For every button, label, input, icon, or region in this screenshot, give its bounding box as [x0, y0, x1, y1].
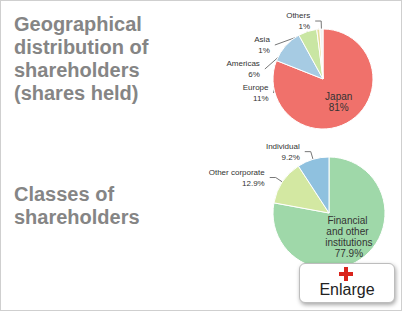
- svg-text:1%: 1%: [299, 22, 311, 31]
- svg-text:Geographical: Geographical: [14, 13, 147, 35]
- svg-text:Classes of: Classes of: [14, 183, 120, 205]
- svg-text:6%: 6%: [248, 70, 260, 79]
- svg-text:77.9%: 77.9%: [335, 248, 363, 259]
- svg-text:81%: 81%: [329, 102, 349, 113]
- svg-text:Europe: Europe: [243, 83, 269, 92]
- svg-text:Individual: Individual: [266, 142, 300, 151]
- svg-text:institutions: institutions: [325, 237, 372, 248]
- svg-text:distribution of: distribution of: [14, 36, 154, 58]
- html-text:Enlarge: Enlarge: [319, 281, 375, 298]
- svg-text:Others: Others: [286, 11, 310, 20]
- svg-text:Japan: Japan: [325, 91, 352, 102]
- svg-text:12.9%: 12.9%: [242, 179, 265, 188]
- svg-text:11%: 11%: [253, 94, 268, 103]
- svg-text:and other: and other: [326, 226, 371, 237]
- svg-text:Financial: Financial: [327, 215, 370, 226]
- svg-text:shareholders: shareholders: [14, 206, 140, 228]
- svg-text:shareholders: shareholders: [14, 59, 145, 81]
- svg-text:Other corporate: Other corporate: [209, 168, 266, 177]
- svg-text:9.2%: 9.2%: [282, 153, 300, 162]
- svg-text:Asia: Asia: [254, 35, 270, 44]
- svg-text:(shares held): (shares held): [14, 82, 138, 104]
- svg-text:1%: 1%: [258, 46, 270, 55]
- svg-text:Americas: Americas: [227, 59, 260, 68]
